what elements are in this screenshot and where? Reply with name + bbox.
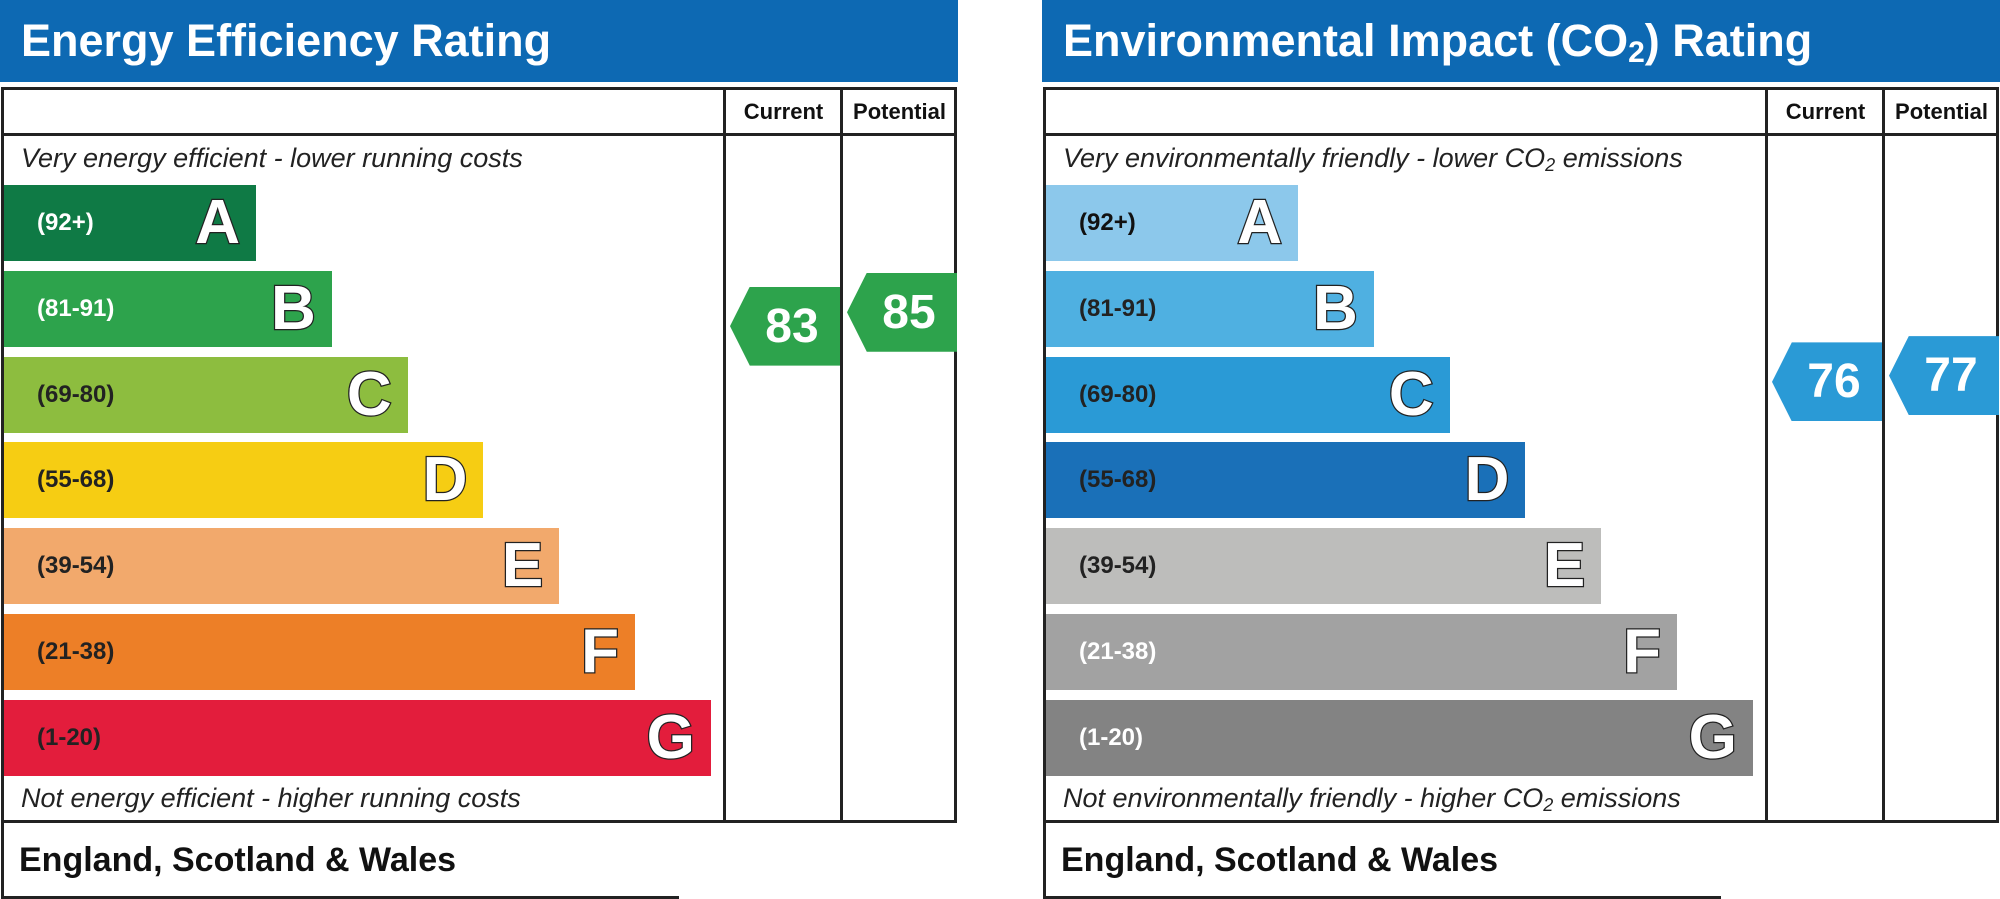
top-note-sub: 2 bbox=[1545, 155, 1556, 175]
band-range: (55-68) bbox=[37, 466, 115, 494]
band-d: (55-68) D bbox=[4, 442, 484, 519]
band-letter: A bbox=[194, 187, 241, 259]
bottom-note-sub: 2 bbox=[1543, 795, 1554, 815]
potential-rating-arrow: 77 bbox=[1889, 336, 1999, 416]
chart-title-tail: ) Rating bbox=[1644, 15, 1813, 66]
band-range: (21-38) bbox=[37, 638, 115, 665]
band-range: (21-38) bbox=[1079, 638, 1157, 665]
band-letter: B bbox=[1312, 273, 1359, 345]
column-divider-potential bbox=[1882, 87, 1885, 823]
band-e: (39-54) E bbox=[1046, 528, 1602, 605]
band-a: (92+) A bbox=[1046, 185, 1298, 261]
chart-title-sub: 2 bbox=[1628, 36, 1645, 69]
band-letter: G bbox=[1687, 702, 1738, 774]
chart-title: Environmental Impact (CO2) Rating bbox=[1042, 0, 2000, 82]
band-range: (69-80) bbox=[1079, 380, 1157, 408]
band-range: (81-91) bbox=[37, 294, 115, 322]
band-range: (1-20) bbox=[37, 723, 102, 751]
chart-title: Energy Efficiency Rating bbox=[0, 0, 958, 82]
band-letter: G bbox=[645, 702, 696, 774]
chart-frame bbox=[1, 87, 957, 823]
band-f: (21-38) F bbox=[4, 614, 635, 690]
energy-efficiency-panel: Energy Efficiency Rating Current Potential… bbox=[0, 0, 958, 899]
band-letter: D bbox=[421, 444, 468, 516]
column-header-potential: Potential bbox=[853, 99, 946, 124]
bottom-note-tail: emissions bbox=[1553, 783, 1681, 813]
region-footer: England, Scotland & Wales bbox=[1, 823, 679, 899]
column-header-current: Current bbox=[743, 99, 824, 124]
column-divider-current bbox=[723, 87, 726, 823]
column-divider-potential bbox=[840, 87, 843, 823]
band-f: (21-38) F bbox=[1046, 614, 1677, 690]
top-note: Very environmentally friendly - lower CO… bbox=[1063, 143, 1683, 174]
band-letter: E bbox=[1543, 530, 1587, 602]
header-row-divider bbox=[1, 133, 957, 136]
band-range: (69-80) bbox=[37, 380, 115, 408]
bottom-note-main: Not environmentally friendly - higher CO bbox=[1063, 783, 1544, 813]
band-d: (55-68) D bbox=[1046, 442, 1526, 519]
band-g: (1-20) G bbox=[4, 699, 711, 776]
top-note: Very energy efficient - lower running co… bbox=[21, 143, 523, 174]
band-range: (92+) bbox=[1079, 209, 1136, 236]
band-range: (81-91) bbox=[1079, 294, 1157, 322]
current-rating-arrow: 83 bbox=[730, 286, 840, 366]
chart-title-main: Environmental Impact (CO bbox=[1063, 15, 1629, 66]
band-b: (81-91) B bbox=[1046, 270, 1374, 347]
band-e: (39-54) E bbox=[4, 528, 560, 605]
potential-rating-arrow: 85 bbox=[847, 272, 957, 352]
chart-frame bbox=[1043, 87, 1999, 823]
column-divider-current bbox=[1765, 87, 1768, 823]
band-letter: C bbox=[346, 358, 393, 430]
top-note-main: Very energy efficient - lower running co… bbox=[21, 143, 523, 173]
region-footer: England, Scotland & Wales bbox=[1043, 823, 1721, 899]
band-range: (1-20) bbox=[1079, 723, 1144, 751]
band-letter: F bbox=[580, 616, 620, 688]
band-letter: B bbox=[270, 273, 317, 345]
region-label: England, Scotland & Wales bbox=[19, 841, 457, 879]
top-note-tail: emissions bbox=[1555, 143, 1683, 173]
band-letter: A bbox=[1236, 187, 1283, 259]
current-rating-arrow: 76 bbox=[1772, 342, 1882, 422]
band-letter: D bbox=[1463, 444, 1510, 516]
chart-title-main: Energy Efficiency Rating bbox=[21, 15, 552, 66]
band-range: (92+) bbox=[37, 209, 94, 236]
header-row-divider bbox=[1043, 133, 1999, 136]
band-c: (69-80) C bbox=[4, 356, 408, 433]
band-letter: E bbox=[501, 530, 545, 602]
column-header-potential: Potential bbox=[1895, 99, 1988, 124]
bottom-note: Not environmentally friendly - higher CO… bbox=[1063, 783, 1681, 814]
region-label: England, Scotland & Wales bbox=[1061, 841, 1499, 879]
band-letter: C bbox=[1388, 358, 1435, 430]
band-g: (1-20) G bbox=[1046, 699, 1753, 776]
band-c: (69-80) C bbox=[1046, 356, 1450, 433]
band-range: (55-68) bbox=[1079, 466, 1157, 494]
band-range: (39-54) bbox=[1079, 552, 1157, 580]
band-letter: F bbox=[1622, 616, 1662, 688]
environmental-impact-panel: Environmental Impact (CO2) Rating Current… bbox=[1042, 0, 2000, 899]
band-range: (39-54) bbox=[37, 552, 115, 580]
band-b: (81-91) B bbox=[4, 270, 332, 347]
bottom-note-main: Not energy efficient - higher running co… bbox=[21, 783, 521, 813]
top-note-main: Very environmentally friendly - lower CO bbox=[1063, 143, 1546, 173]
column-header-current: Current bbox=[1785, 99, 1866, 124]
band-a: (92+) A bbox=[4, 185, 256, 261]
bottom-note: Not energy efficient - higher running co… bbox=[21, 783, 521, 814]
